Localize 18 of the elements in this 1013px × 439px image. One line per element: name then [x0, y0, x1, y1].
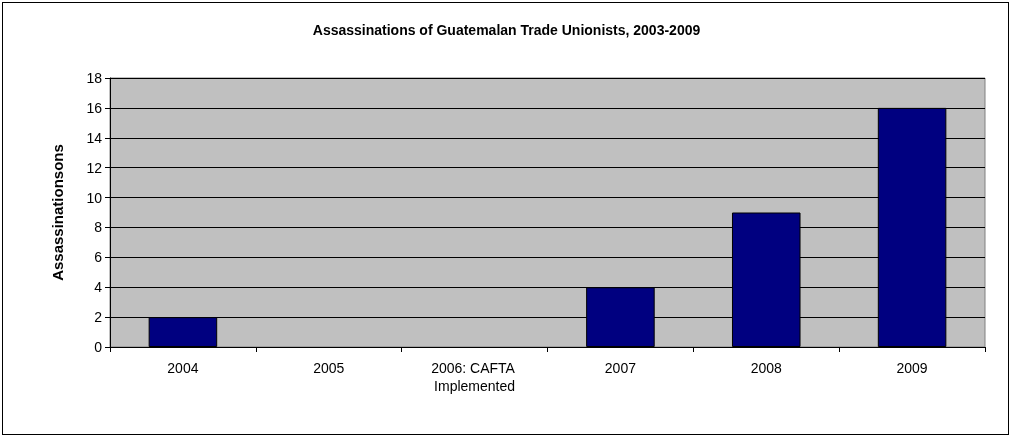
y-tick-label: 2	[94, 309, 103, 326]
x-tick-label: 2005	[313, 360, 345, 376]
y-tick-label: 4	[94, 279, 103, 296]
y-tick-label: 18	[86, 70, 103, 86]
y-tick-label: 14	[86, 129, 103, 146]
y-tick-label: 8	[94, 219, 103, 236]
x-tick-label: 2006: CAFTA Implemented	[431, 360, 519, 394]
y-axis-title: Assassinationsons	[49, 144, 66, 281]
y-tick-label: 16	[86, 99, 103, 116]
y-tick-label: 12	[86, 159, 103, 176]
chart-title: Assassinations of Guatemalan Trade Unionists, 2003-2009	[312, 22, 701, 38]
y-tick-label: 6	[94, 249, 103, 266]
x-tick-label: 2009	[896, 360, 928, 376]
x-tick-label: 2007	[604, 360, 637, 376]
y-tick-label: 10	[86, 189, 103, 206]
x-tick-label: 2004	[167, 360, 199, 376]
x-tick-label: 2008	[750, 360, 783, 376]
y-tick-label: 0	[94, 339, 103, 355]
